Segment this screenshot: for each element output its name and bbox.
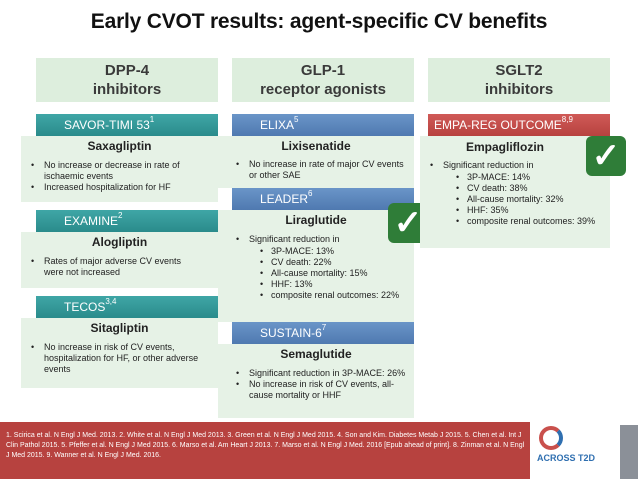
trial-banner-leader: LEADER6 <box>232 188 414 210</box>
trial-banner-savor: SAVOR-TIMI 531 <box>36 114 218 136</box>
list-item: All-cause mortality: 32% <box>456 194 606 205</box>
column-header-line2: inhibitors <box>92 81 162 98</box>
slide-title: Early CVOT results: agent-specific CV be… <box>90 10 548 33</box>
trial-name: EXAMINE <box>64 214 119 228</box>
list-item: No increase in rate of major CV events o… <box>236 159 406 181</box>
across-t2d-logo: ACROSS T2D <box>535 426 610 471</box>
drug-name: Liraglutide <box>285 213 347 227</box>
corner-accent <box>620 425 638 479</box>
trial-panel-leader: Liraglutide Significant reduction in 3P-… <box>218 210 414 322</box>
logo-text: ACROSS T2D <box>537 453 596 463</box>
references-text: 1. Scirica et al. N Engl J Med. 2013. 2.… <box>6 432 525 459</box>
column-header-line2: inhibitors <box>484 81 554 98</box>
trial-name: LEADER <box>260 192 309 206</box>
trial-panel-examine: Alogliptin Rates of major adverse CV eve… <box>21 232 218 288</box>
drug-name: Empagliflozin <box>466 140 544 154</box>
trial-banner-examine: EXAMINE2 <box>36 210 218 232</box>
list-item: No increase or decrease in rate of ischa… <box>31 160 211 182</box>
column-header-line2: receptor agonists <box>260 81 386 98</box>
column-header-dpp4: DPP-4 inhibitors <box>36 58 218 102</box>
trial-banner-empareg: EMPA-REG OUTCOME8,9 <box>428 114 610 136</box>
trial-name: EMPA-REG OUTCOME <box>434 118 562 132</box>
trial-name: ELIXA <box>260 118 295 132</box>
trial-panel-savor: Saxagliptin No increase or decrease in r… <box>21 136 218 202</box>
trial-panel-empareg: Empagliflozin Significant reduction in 3… <box>420 136 610 248</box>
list-item: CV death: 38% <box>456 183 606 194</box>
trial-panel-tecos: Sitagliptin No increase in risk of CV ev… <box>21 318 218 388</box>
list-item: No increase in risk of CV events, all-ca… <box>236 379 408 401</box>
drug-name: Alogliptin <box>91 235 148 249</box>
trial-name: TECOS <box>64 300 106 314</box>
trial-name: SAVOR-TIMI 53 <box>64 118 150 132</box>
list-item: Rates of major adverse CV events were no… <box>31 256 191 278</box>
list-item: No increase in risk of CV events, hospit… <box>31 342 201 375</box>
list-item: HHF: 35% <box>456 205 606 216</box>
trial-panel-sustain: Semaglutide Significant reduction in 3P-… <box>218 344 414 418</box>
list-item: HHF: 13% <box>260 279 410 290</box>
column-header-line1: GLP-1 <box>300 62 346 79</box>
column-header-line1: DPP-4 <box>104 62 150 79</box>
check-icon: ✓ <box>586 136 626 176</box>
trial-ref: 8,9 <box>561 115 573 124</box>
trial-banner-sustain: SUSTAIN-67 <box>232 322 414 344</box>
references-footer: 1. Scirica et al. N Engl J Med. 2013. 2.… <box>0 422 530 479</box>
trial-ref: 7 <box>321 323 327 332</box>
list-item: All-cause mortality: 15% <box>260 268 410 279</box>
list-item: Significant reduction in 3P-MACE: 26% <box>236 368 408 379</box>
list-item: composite renal outcomes: 22% <box>260 290 410 301</box>
list-item: 3P-MACE: 14% <box>456 172 606 183</box>
trial-ref: 2 <box>118 211 123 220</box>
column-header-glp1: GLP-1 receptor agonists <box>232 58 414 102</box>
column-header-sglt2: SGLT2 inhibitors <box>428 58 610 102</box>
trial-ref: 3,4 <box>105 297 117 306</box>
column-header-line1: SGLT2 <box>495 62 543 79</box>
list-item: Increased hospitalization for HF <box>31 182 211 193</box>
logo-mark-icon <box>539 426 563 450</box>
drug-name: Sitagliptin <box>90 321 149 335</box>
trial-ref: 6 <box>308 189 313 198</box>
list-item: 3P-MACE: 13% <box>260 246 410 257</box>
trial-banner-elixa: ELIXA5 <box>232 114 414 136</box>
drug-name: Semaglutide <box>280 347 352 361</box>
trial-ref: 1 <box>149 115 155 124</box>
trial-banner-tecos: TECOS3,4 <box>36 296 218 318</box>
list-item: CV death: 22% <box>260 257 410 268</box>
trial-name: SUSTAIN-6 <box>260 326 322 340</box>
list-item: Significant reduction in <box>430 160 600 171</box>
list-item: composite renal outcomes: 39% <box>456 216 606 227</box>
trial-ref: 5 <box>294 115 299 124</box>
drug-name: Lixisenatide <box>281 139 351 153</box>
trial-panel-elixa: Lixisenatide No increase in rate of majo… <box>218 136 414 188</box>
drug-name: Saxagliptin <box>87 139 152 153</box>
list-item: Significant reduction in <box>236 234 406 245</box>
